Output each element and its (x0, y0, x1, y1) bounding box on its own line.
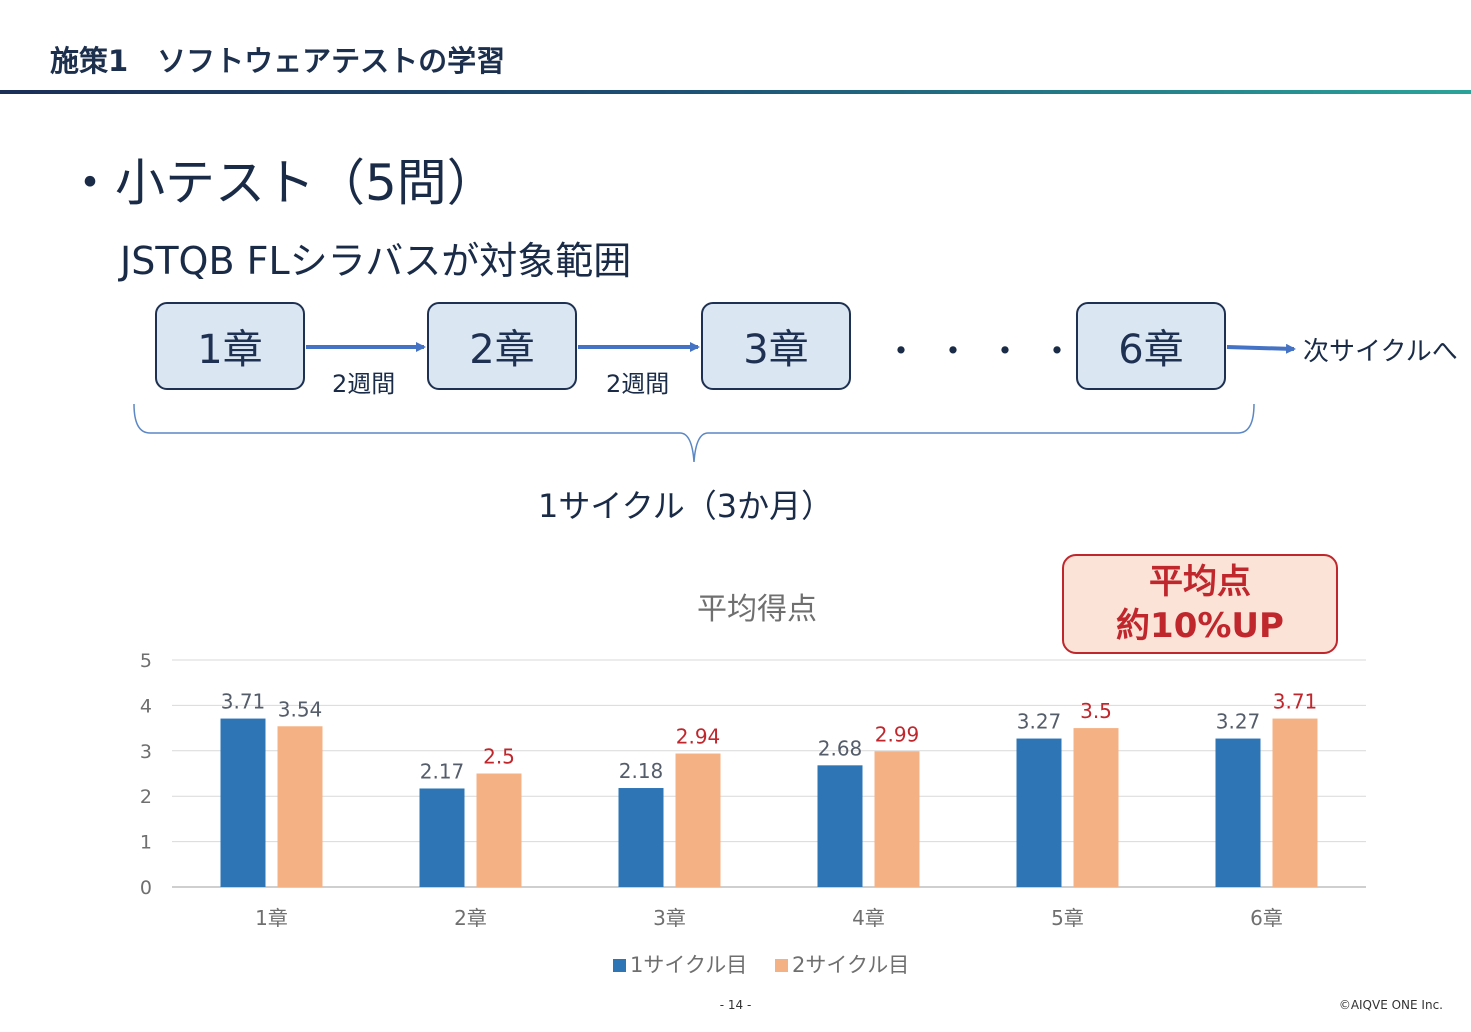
bar-2-3 (675, 753, 721, 887)
chapter-box-2: 2章 (427, 302, 577, 390)
slide-header-title: 施策1 ソフトウェアテストの学習 (50, 44, 506, 78)
next-cycle-label: 次サイクルへ (1303, 337, 1458, 367)
y-tick-0: 0 (140, 877, 152, 899)
data-label-1-5: 3.27 (1017, 710, 1062, 734)
chapter-box-1: 1章 (155, 302, 305, 390)
data-label-1-1: 3.71 (221, 690, 266, 714)
callout-line-1: 平均点 (1149, 562, 1251, 602)
interval-label-1: 2週間 (332, 370, 396, 398)
x-tick-4: 4章 (852, 906, 885, 930)
data-label-1-4: 2.68 (818, 736, 863, 760)
chapter-box-3: 3章 (701, 302, 851, 390)
x-tick-5: 5章 (1051, 906, 1084, 930)
y-tick-3: 3 (140, 741, 152, 763)
data-label-2-2: 2.5 (483, 745, 515, 769)
main-heading: ・小テスト（5問） (65, 154, 497, 212)
arrow-to-next-cycle (1226, 343, 1296, 354)
legend-swatch-2 (775, 959, 788, 972)
data-label-2-5: 3.5 (1080, 699, 1112, 723)
copyright: ©AIQVE ONE Inc. (1338, 998, 1443, 1012)
y-tick-1: 1 (140, 832, 152, 854)
sub-heading: JSTQB FLシラバスが対象範囲 (120, 239, 632, 283)
y-tick-2: 2 (140, 786, 152, 808)
bar-1-3 (618, 788, 664, 887)
y-tick-5: 5 (140, 650, 152, 672)
data-label-2-4: 2.99 (875, 722, 920, 746)
improvement-callout: 平均点 約10%UP (1062, 554, 1338, 654)
bar-1-2 (419, 788, 465, 887)
cycle-duration-label: 1サイクル（3か月） (538, 487, 834, 525)
header-divider (0, 90, 1471, 94)
bar-1-1 (220, 718, 266, 887)
bar-1-4 (817, 765, 863, 887)
bar-1-5 (1016, 738, 1062, 887)
flow-connectors (133, 342, 1296, 463)
bar-2-5 (1073, 728, 1119, 887)
chart-title: 平均得点 (697, 592, 817, 627)
x-tick-3: 3章 (653, 906, 686, 930)
x-tick-6: 6章 (1250, 906, 1283, 930)
callout-line-2: 約10%UP (1116, 606, 1284, 646)
data-label-1-2: 2.17 (420, 759, 465, 783)
bar-2-2 (476, 773, 522, 887)
chapter-box-6: 6章 (1076, 302, 1226, 390)
bar-2-6 (1272, 718, 1318, 887)
data-label-1-3: 2.18 (619, 759, 664, 783)
interval-label-2: 2週間 (606, 370, 670, 398)
data-label-2-3: 2.94 (676, 725, 721, 749)
x-tick-1: 1章 (255, 906, 288, 930)
legend-swatch-1 (613, 959, 626, 972)
cycle-brace (133, 403, 1255, 463)
bar-1-6 (1215, 738, 1261, 887)
y-tick-4: 4 (140, 695, 152, 717)
data-label-2-6: 3.71 (1273, 690, 1318, 714)
bar-2-4 (874, 751, 920, 887)
bar-2-1 (277, 726, 323, 887)
x-tick-2: 2章 (454, 906, 487, 930)
legend-label-1: 1サイクル目 (630, 953, 747, 977)
page-number: - 14 - (719, 998, 752, 1012)
data-label-1-6: 3.27 (1216, 710, 1261, 734)
legend-label-2: 2サイクル目 (792, 953, 909, 977)
average-score-chart: 平均得点 0 1 2 3 4 5 3.71 3.54 1章 2.17 2.5 2章 2.18 2.94 3章 2… (140, 592, 1366, 977)
data-label-2-1: 3.54 (278, 697, 323, 721)
ellipsis-dots: ・・・・ (884, 332, 1092, 372)
